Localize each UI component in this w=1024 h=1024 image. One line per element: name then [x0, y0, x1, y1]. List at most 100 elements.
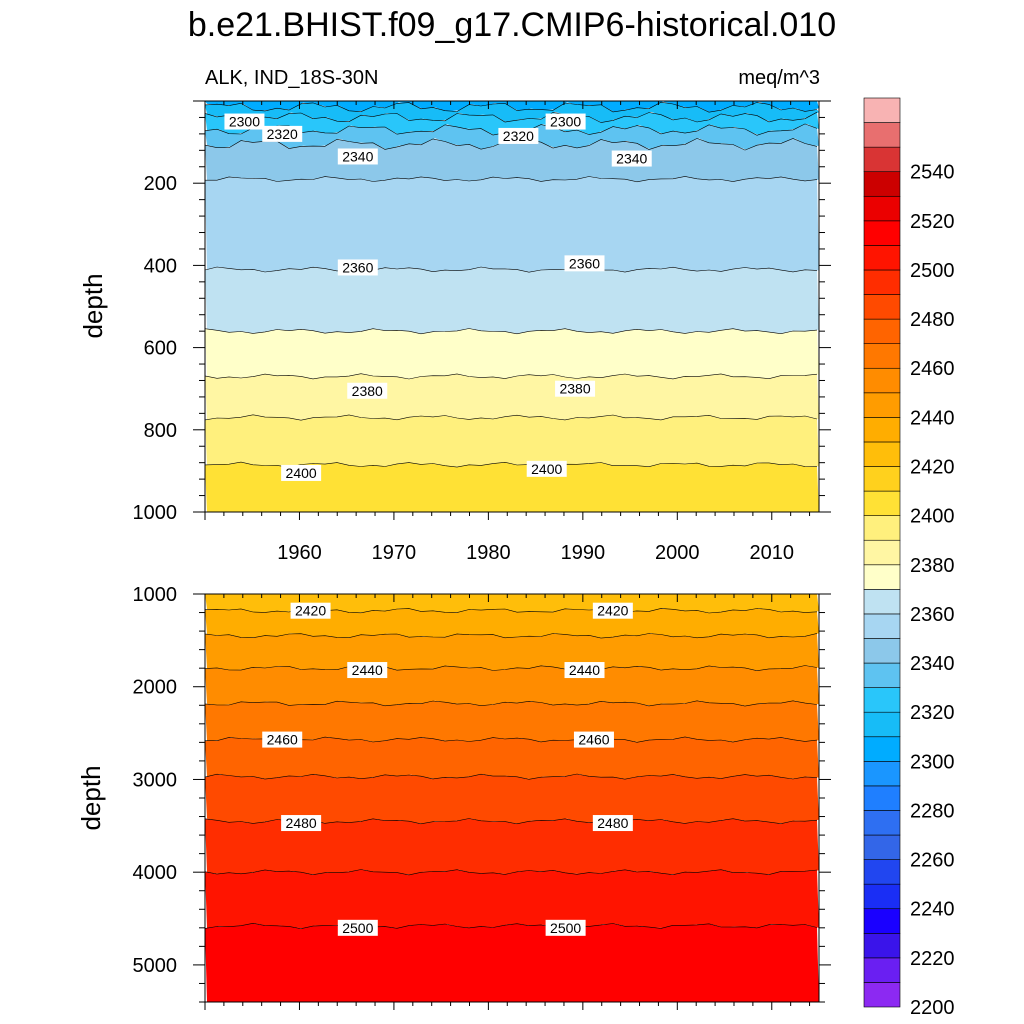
- contour-label-box: [337, 259, 378, 276]
- colorbar-box: [863, 613, 901, 639]
- contour-band: [205, 700, 819, 743]
- contour-label: 2400: [281, 464, 322, 481]
- contour-band: [205, 594, 819, 614]
- contour-label-box: [545, 919, 586, 936]
- plot-frame: [204, 100, 820, 513]
- contour-label-text: 2440: [352, 662, 383, 678]
- contour-label-text: 2380: [352, 383, 383, 399]
- contour-label-text: 2360: [569, 255, 600, 271]
- contour-label-box: [573, 731, 614, 748]
- colorbar-label: 2400: [910, 506, 955, 528]
- colorbar-label: 2300: [910, 751, 955, 773]
- contour-label: 2320: [498, 127, 539, 144]
- colorbar-box: [863, 982, 901, 1008]
- subtitle-left: ALK, IND_18S-30N: [205, 67, 378, 89]
- contour-band: [205, 869, 819, 929]
- contour-band: [205, 414, 819, 468]
- colorbar-label: 2500: [910, 260, 955, 282]
- colorbar-box: [863, 195, 901, 222]
- contour-label: 2480: [281, 815, 322, 832]
- contour-label-text: 2300: [550, 114, 581, 130]
- colorbar-box: [863, 146, 901, 173]
- colorbar-label: 2200: [910, 997, 955, 1019]
- contour-label-box: [498, 127, 539, 144]
- colorbar-label: 2420: [910, 457, 955, 479]
- contour-line: [205, 736, 818, 743]
- x-tick-label: 2000: [655, 542, 700, 564]
- contour-band: [205, 112, 819, 136]
- contour-label-box: [611, 150, 652, 167]
- upper-panel: 2300 2320 2340 2320 2300 2340 2360 2360 2380 2380…: [133, 100, 831, 564]
- upper-y-axis-label: depth: [78, 273, 108, 338]
- colorbar-label: 2440: [910, 407, 955, 429]
- contour-label-text: 2380: [559, 381, 590, 397]
- contour-band: [205, 923, 819, 1002]
- contour-band: [205, 736, 819, 780]
- contour-line: [204, 111, 818, 123]
- colorbar: 2200 2220 2240 2260 2280 2300 2320 2340 2360 2380…: [863, 97, 955, 1019]
- contour-line: [204, 665, 818, 672]
- contour-band: [205, 373, 819, 420]
- colorbar-box: [863, 220, 901, 246]
- colorbar-box: [863, 810, 901, 836]
- colorbar-box: [863, 932, 901, 959]
- contour-label-text: 2320: [267, 126, 298, 142]
- contour-label-text: 2300: [229, 114, 260, 130]
- contour-label: 2440: [564, 662, 605, 679]
- colorbar-box: [863, 957, 901, 983]
- colorbar-label: 2540: [910, 162, 955, 184]
- contour-band: [205, 633, 819, 671]
- colorbar-label: 2320: [910, 702, 955, 724]
- contour-label-text: 2340: [342, 148, 373, 164]
- x-tick-label: 1980: [466, 542, 511, 564]
- contour-line: [204, 328, 818, 335]
- contour-label: 2380: [347, 382, 388, 399]
- colorbar-box: [863, 834, 901, 860]
- contour-label-text: 2460: [578, 732, 609, 748]
- contour-label-box: [262, 731, 303, 748]
- colorbar-box: [863, 515, 901, 541]
- colorbar-box: [863, 883, 901, 910]
- y-tick-label: 3000: [133, 769, 178, 791]
- contour-label-text: 2340: [616, 151, 647, 167]
- contour-line: [204, 700, 818, 707]
- contour-label-text: 2320: [503, 128, 534, 144]
- colorbar-label: 2520: [910, 211, 955, 233]
- contour-band: [205, 818, 819, 875]
- contour-label: 2500: [337, 919, 378, 936]
- x-tick-label: 1960: [277, 542, 322, 564]
- colorbar-box: [863, 589, 901, 615]
- x-tick-label: 2010: [750, 542, 795, 564]
- contour-label-box: [281, 815, 322, 832]
- contour-line: [205, 176, 818, 183]
- colorbar-box: [863, 343, 901, 369]
- contour-band: [205, 101, 819, 113]
- contour-label: 2380: [555, 380, 596, 397]
- colorbar-label: 2460: [910, 358, 955, 380]
- contour-label: 2340: [611, 150, 652, 167]
- contour-label-box: [555, 380, 596, 397]
- contour-line: [204, 869, 818, 876]
- contour-band: [205, 266, 819, 334]
- colorbar-label: 2280: [910, 801, 955, 823]
- contour-label: 2300: [224, 113, 265, 130]
- contour-label-text: 2480: [597, 815, 628, 831]
- colorbar-box: [863, 294, 901, 320]
- contour-line: [204, 461, 818, 468]
- contour-label-box: [545, 113, 586, 130]
- y-tick-label: 800: [144, 420, 177, 442]
- colorbar-label: 2220: [910, 948, 955, 970]
- colorbar-box: [863, 441, 901, 467]
- y-tick-label: 200: [144, 173, 177, 195]
- contour-line: [204, 101, 818, 113]
- colorbar-box: [863, 638, 901, 664]
- contour-label-box: [262, 125, 303, 142]
- colorbar-box: [863, 859, 901, 885]
- y-tick-label: 2000: [133, 677, 178, 699]
- lower-panel: 2420 2420 2440 2440 2460 2460 2480 2480 2500 2500…: [133, 584, 831, 1010]
- contour-label-box: [347, 382, 388, 399]
- contour-label: 2500: [545, 919, 586, 936]
- colorbar-box: [863, 564, 901, 590]
- colorbar-box: [863, 417, 901, 443]
- colorbar-label: 2360: [910, 604, 955, 626]
